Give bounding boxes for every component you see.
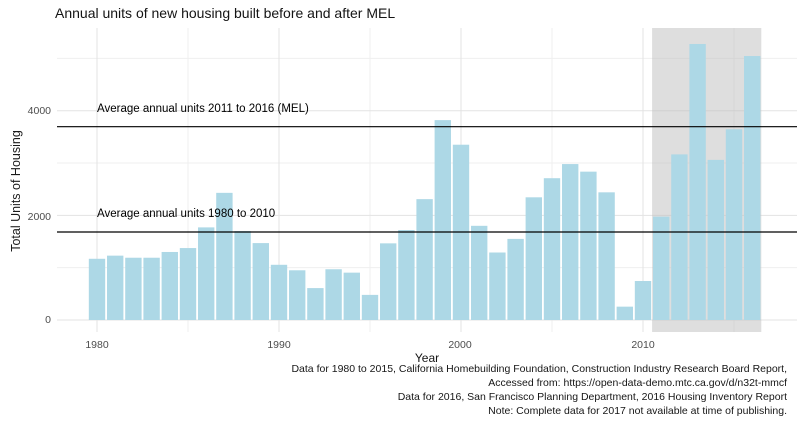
bar-1980: [88, 258, 106, 320]
chart-title: Annual units of new housing built before…: [55, 5, 396, 21]
bar-2005: [543, 178, 561, 320]
footer-line-2: Accessed from: https://open-data-demo.mt…: [488, 377, 787, 389]
bar-1992: [307, 288, 324, 320]
mel-average-annotation: Average annual units 2011 to 2016 (MEL): [97, 103, 309, 115]
x-tick-label-1980: 1980: [85, 339, 109, 351]
bar-1981: [107, 255, 124, 320]
bar-1987: [216, 192, 233, 320]
x-tick-label-2010: 2010: [631, 339, 655, 351]
bar-1993: [325, 269, 342, 320]
bar-2007: [580, 171, 597, 320]
bar-1994: [343, 272, 360, 320]
bar-1983: [143, 257, 160, 320]
bar-2015: [725, 129, 743, 320]
bar-1989: [252, 243, 269, 320]
bar-1986: [198, 227, 215, 320]
bar-1995: [361, 294, 379, 320]
bar-2014: [707, 159, 724, 320]
y-tick-label-2000: 2000: [27, 211, 51, 223]
x-tick-label-2000: 2000: [448, 339, 472, 351]
bar-1996: [380, 243, 397, 320]
x-axis-title: Year: [414, 351, 440, 365]
bar-2001: [471, 225, 488, 320]
bar-1988: [234, 231, 251, 320]
bar-2004: [525, 197, 542, 320]
footer-line-3: Data for 2016, San Francisco Planning De…: [397, 391, 787, 403]
bar-1997: [398, 230, 415, 320]
bar-1998: [416, 199, 433, 320]
source-footer: Data for 1980 to 2015, California Homebu…: [291, 362, 787, 418]
footer-line-1: Data for 1980 to 2015, California Homebu…: [291, 363, 787, 375]
bar-2009: [616, 306, 633, 320]
bar-2011: [653, 216, 670, 320]
x-tick-label-1990: 1990: [267, 339, 291, 351]
footer-line-4: Note: Complete data for 2017 not availab…: [488, 405, 787, 417]
bar-1999: [434, 120, 451, 320]
y-axis-title: Total Units of Housing: [9, 130, 23, 252]
y-tick-label-4000: 4000: [27, 105, 51, 117]
bar-2013: [689, 43, 706, 320]
bar-2010: [634, 281, 652, 320]
highlight-region-mel: [652, 28, 762, 332]
bar-2016: [744, 56, 761, 320]
bar-2006: [562, 164, 579, 320]
bar-1985: [179, 248, 197, 320]
bar-1984: [161, 251, 178, 320]
bar-2003: [507, 238, 524, 320]
bar-2008: [598, 192, 615, 320]
bar-2002: [489, 252, 506, 320]
y-tick-label-0: 0: [45, 314, 51, 326]
bar-1982: [125, 257, 142, 320]
pre-mel-average-annotation: Average annual units 1980 to 2010: [97, 208, 276, 220]
bar-1990: [270, 264, 288, 320]
bar-2012: [671, 154, 688, 320]
bar-1991: [289, 270, 306, 320]
